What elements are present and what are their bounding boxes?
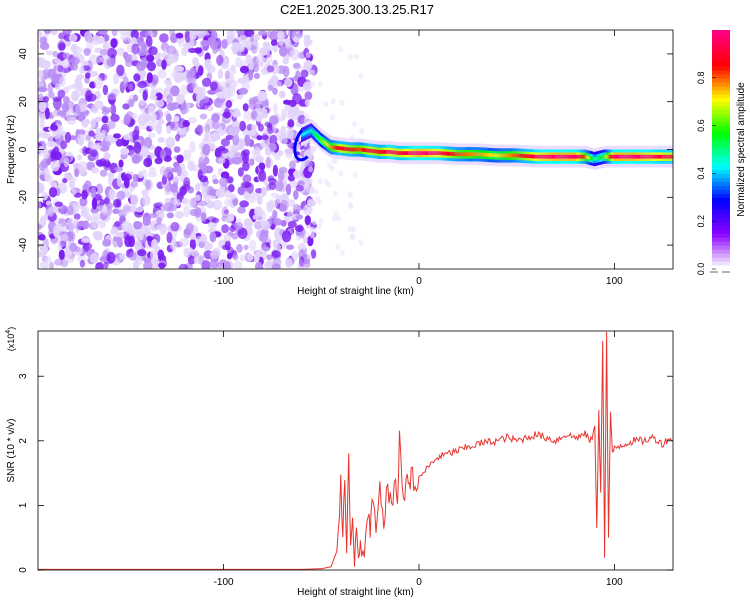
colorbar-cell [712,161,730,167]
colorbar-cell [712,121,730,127]
colorbar-cell [712,125,730,131]
colorbar-cell [712,141,730,147]
colorbar-cell [712,105,730,111]
y-tick-label: 3 [18,373,29,379]
snr-panel: -100 0 100 0 1 2 3 Height of straight line (km)… [5,327,674,598]
colorbar-cell [712,101,730,107]
x-tick-label: -100 [214,276,234,287]
colorbar-cell [712,33,730,39]
x-axis-label: Height of straight line (km) [297,286,414,297]
y-tick-label: -20 [18,190,29,205]
y-axis-label: SNR (10 * v/v) [6,419,17,483]
colorbar-cell [712,185,730,190]
colorbar-cell [712,133,730,139]
colorbar-tick-label: 0.0 [696,263,706,276]
colorbar-cell [712,85,730,91]
colorbar-cell [712,205,730,210]
colorbar-cell [712,213,730,218]
colorbar-cell [712,189,730,194]
y-tick-label: 20 [18,96,29,108]
colorbar-tick-label: 0.4 [696,167,706,180]
x-tick-label: 100 [606,577,623,588]
x-tick-label: 0 [416,577,422,588]
colorbar-cell [712,253,730,258]
colorbar-cell [712,249,730,254]
y-tick-label: -40 [18,237,29,252]
x-tick-label: 0 [416,276,422,287]
colorbar-cell [712,129,730,135]
y-tick-label: 40 [18,48,29,60]
colorbar-cell [712,201,730,206]
y-tick-label: 0 [18,146,29,152]
colorbar-cell [712,165,730,171]
colorbar-cell [712,181,730,186]
spectrogram-image [38,30,673,269]
colorbar-cell [712,93,730,99]
spectrogram-panel: -100 0 100 -40 -20 0 20 40 Height of straight li… [6,29,674,297]
y-tick-label: 0 [18,567,29,573]
colorbar-cell [712,61,730,67]
colorbar-cell [712,37,730,43]
colorbar-cell [712,53,730,59]
colorbar-cell [712,257,730,262]
colorbar-cell [712,41,730,47]
colorbar-cell [712,225,730,230]
colorbar-cell [712,197,730,202]
x-tick-label: -100 [214,577,234,588]
colorbar-cell [712,30,730,35]
colorbar-cell [712,153,730,159]
colorbar-label: Normalized spectral amplitude [736,82,747,217]
colorbar-tick-label: 0.6 [696,119,706,132]
x-tick-label: 100 [606,276,623,287]
y-tick-label: 2 [18,438,29,444]
snr-series-line [38,331,673,570]
colorbar-cell [712,145,730,151]
colorbar-cell [712,233,730,238]
colorbar-cell [712,221,730,226]
colorbar-cell [712,49,730,55]
colorbar-cell [712,77,730,83]
colorbar-cell [712,169,730,174]
colorbar-cell [712,177,730,182]
y-scale-label: (x104) [5,327,16,351]
colorbar-cell [712,245,730,250]
colorbar-tick-label: 0.2 [696,215,706,228]
colorbar: 0.0 0.2 0.4 0.6 0.8 Normalized spectral ampli… [696,30,747,275]
colorbar-cell [712,69,730,75]
colorbar-cell [712,89,730,95]
snr-plot-area [38,331,673,570]
x-axis-label: Height of straight line (km) [297,587,414,598]
colorbar-cell [712,137,730,143]
colorbar-cell [712,237,730,242]
ridge-curl [293,129,309,162]
colorbar-cell [712,265,730,270]
plot-frame [37,330,674,571]
colorbar-cell [712,97,730,103]
colorbar-cell [712,73,730,79]
colorbar-cell [712,113,730,119]
colorbar-cell [712,241,730,246]
colorbar-cell [712,45,730,51]
colorbar-cell [712,57,730,63]
colorbar-cell [712,229,730,234]
colorbar-cell [712,217,730,222]
colorbar-cell [712,81,730,87]
colorbar-cell [712,149,730,155]
y-tick-label: 1 [18,502,29,508]
colorbar-cell [712,117,730,123]
colorbar-cell [712,193,730,198]
colorbar-tick-label: 0.8 [696,72,706,85]
colorbar-cell [712,173,730,178]
figure-title: C2E1.2025.300.13.25.R17 [280,2,434,17]
colorbar-cell [712,157,730,163]
spectral-ridge [293,119,673,170]
colorbar-cell [712,65,730,71]
colorbar-cell [712,261,730,266]
y-axis-label: Frequency (Hz) [6,115,17,184]
colorbar-cell [712,209,730,214]
colorbar-cell [712,109,730,115]
noise-speckle [38,30,365,269]
